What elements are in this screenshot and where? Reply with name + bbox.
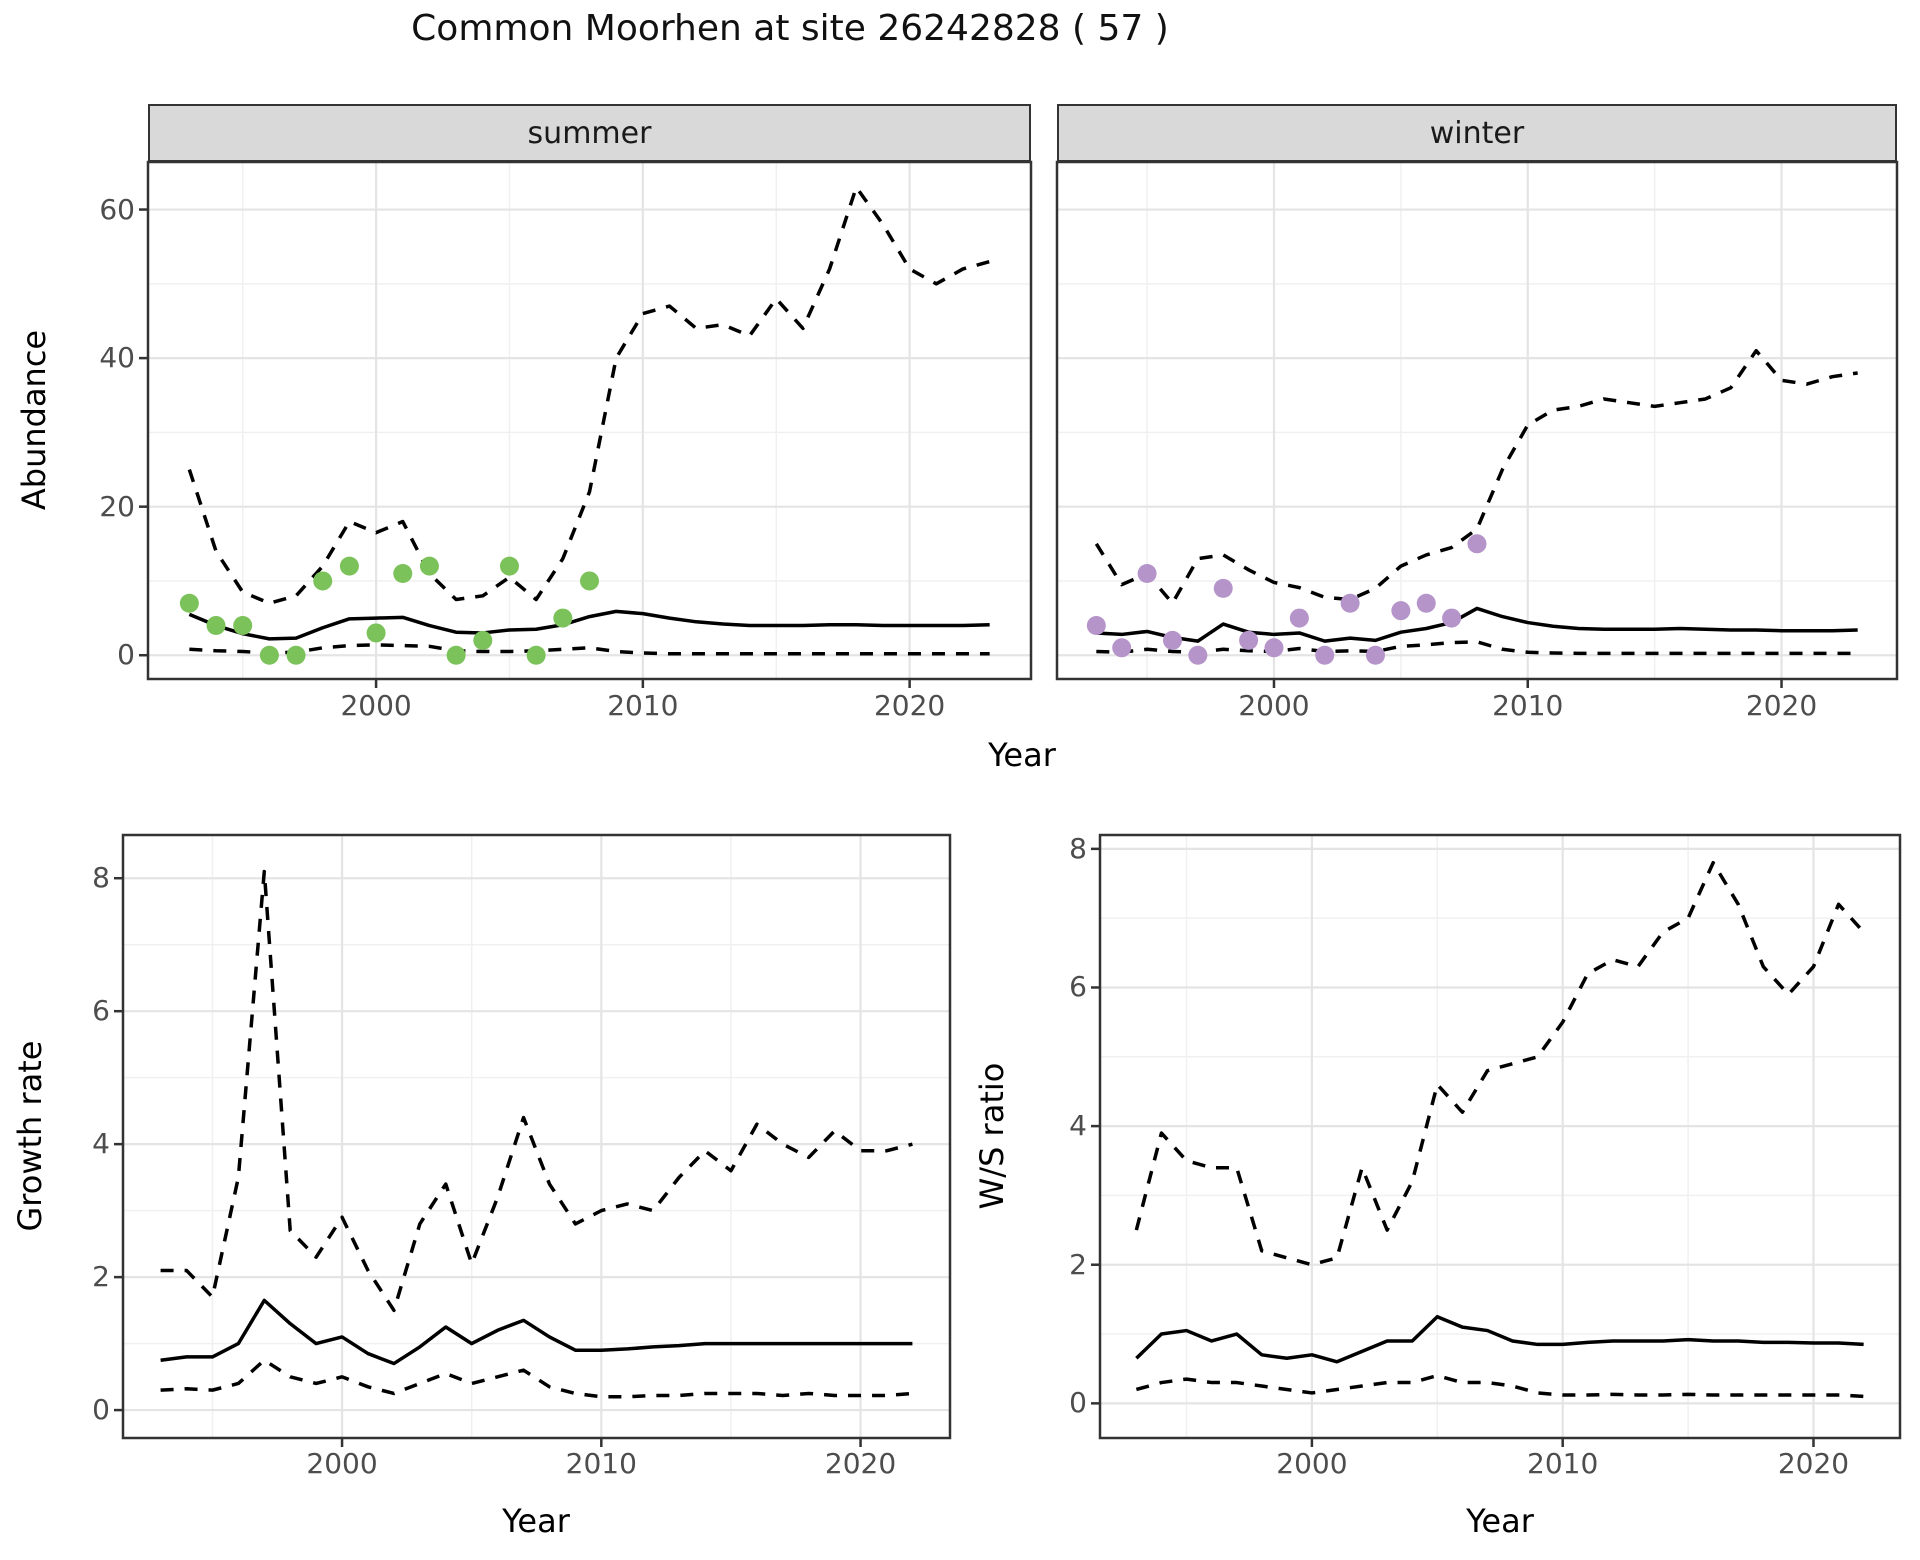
observation-point — [499, 556, 519, 576]
panel-border — [121, 833, 952, 1440]
lower-ci-line — [1135, 1373, 1864, 1399]
panel-border — [1098, 833, 1902, 1440]
x-axis-tick-label: 2010 — [1527, 1447, 1599, 1480]
observation-point — [553, 608, 573, 628]
x-axis-tick-label: 2000 — [1276, 1447, 1348, 1480]
observation-point — [1264, 638, 1284, 658]
observation-point — [1162, 630, 1182, 650]
x-axis-tick-label: 2000 — [1238, 689, 1310, 722]
y-axis-tick-label: 40 — [99, 341, 135, 375]
panel-background — [1057, 162, 1897, 679]
facet-strip-label: winter — [1429, 115, 1525, 151]
y-axis-tick-label: 8 — [1069, 831, 1087, 865]
median-line — [1135, 1314, 1864, 1364]
observation-point — [1239, 630, 1259, 650]
observation-point — [179, 593, 199, 613]
x-axis-tick-label: 2020 — [873, 689, 946, 722]
x-axis-title-ws-ratio: Year — [1466, 1502, 1534, 1540]
y-axis-tick-label: 2 — [1069, 1247, 1087, 1281]
observation-point — [526, 645, 546, 665]
facet-strip-summer: summer — [148, 104, 1031, 162]
median-line — [160, 1298, 913, 1366]
observation-point — [259, 645, 279, 665]
observation-point — [313, 571, 333, 591]
upper-ci-line — [1134, 860, 1865, 1267]
observation-point — [1289, 608, 1309, 628]
y-axis-tick-label: 4 — [1069, 1109, 1087, 1143]
x-axis-tick-label: 2020 — [1777, 1447, 1850, 1480]
observation-point — [1365, 645, 1385, 665]
panel-border — [1055, 160, 1899, 681]
observation-point — [1442, 608, 1462, 628]
y-axis-tick-label: 2 — [92, 1260, 110, 1294]
observation-point — [446, 645, 466, 665]
observation-point — [233, 616, 253, 636]
y-axis-tick-label: 6 — [92, 994, 110, 1028]
y-axis-tick-label: 4 — [92, 1127, 110, 1161]
observation-point — [1416, 593, 1436, 613]
median-line — [1096, 606, 1858, 643]
x-axis-tick-label: 2020 — [824, 1447, 897, 1480]
y-axis-tick-label: 8 — [92, 861, 110, 895]
observation-point — [473, 630, 493, 650]
median-line — [188, 609, 990, 641]
observation-point — [286, 645, 306, 665]
y-axis-tick-label: 0 — [1069, 1386, 1087, 1420]
x-axis-tick-label: 2010 — [565, 1447, 637, 1480]
panel-background — [148, 162, 1031, 679]
x-axis-tick-label: 2010 — [1492, 689, 1564, 722]
observation-point — [1467, 534, 1487, 554]
observation-point — [1315, 645, 1335, 665]
panel-background — [1100, 835, 1900, 1438]
upper-ci-line — [160, 869, 913, 1313]
observation-point — [1340, 593, 1360, 613]
upper-ci-line — [1094, 348, 1858, 605]
y-axis-tick-label: 20 — [99, 489, 135, 523]
lower-ci-line — [160, 1358, 913, 1399]
observation-point — [1188, 645, 1208, 665]
observation-point — [366, 623, 386, 643]
observation-point — [1213, 578, 1233, 598]
panel-border — [146, 160, 1033, 681]
observation-point — [393, 564, 413, 584]
x-axis-title-top: Year — [988, 736, 1056, 774]
x-axis-tick-label: 2020 — [1745, 689, 1818, 722]
y-axis-tick-label: 0 — [117, 638, 135, 672]
panel-background — [123, 835, 950, 1438]
x-axis-tick-label: 2000 — [306, 1447, 378, 1480]
observation-point — [419, 556, 439, 576]
plot-title: Common Moorhen at site 26242828 ( 57 ) — [411, 8, 1169, 49]
y-axis-tick-label: 6 — [1069, 970, 1087, 1004]
facet-strip-winter: winter — [1057, 104, 1897, 162]
x-axis-title-growth-rate: Year — [502, 1502, 570, 1540]
observation-point — [206, 616, 226, 636]
observation-point — [1112, 638, 1132, 658]
x-axis-tick-label: 2000 — [340, 689, 412, 722]
upper-ci-line — [187, 185, 991, 605]
observation-point — [339, 556, 359, 576]
lower-ci-line — [1096, 640, 1858, 656]
observation-point — [1086, 616, 1106, 636]
y-axis-tick-label: 0 — [92, 1393, 110, 1427]
y-axis-tick-label: 60 — [99, 192, 135, 226]
x-axis-tick-label: 2010 — [607, 689, 679, 722]
observation-point — [1137, 564, 1157, 584]
observation-point — [580, 571, 599, 591]
observation-point — [1391, 601, 1411, 621]
facet-strip-label: summer — [527, 115, 652, 151]
